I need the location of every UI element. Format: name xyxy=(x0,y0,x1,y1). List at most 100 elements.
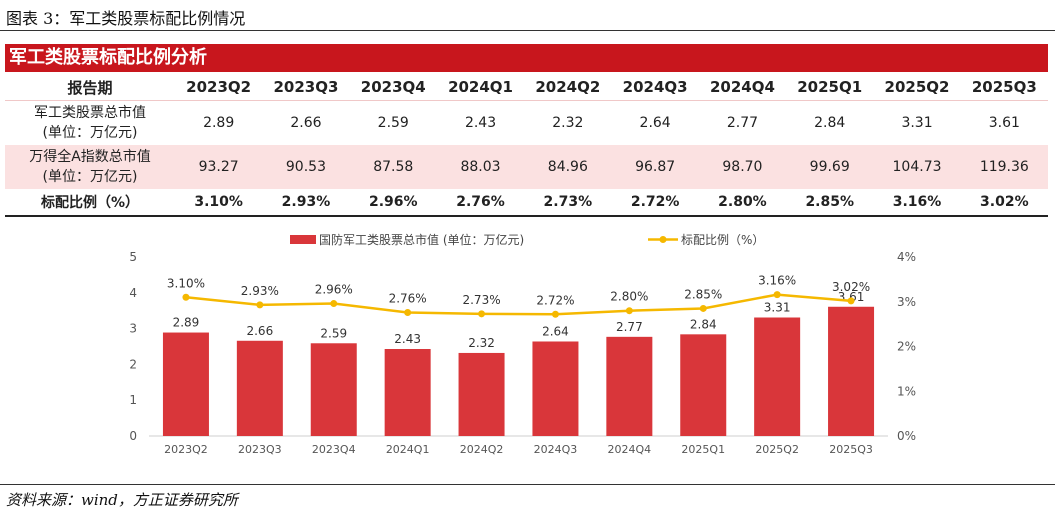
ratio-value-label: 2.80% xyxy=(610,290,648,304)
bar xyxy=(828,306,875,436)
bar xyxy=(458,352,505,436)
left-tick-label: 2 xyxy=(129,357,137,371)
right-tick-label: 2% xyxy=(897,340,916,354)
bar xyxy=(162,332,209,436)
left-tick-label: 4 xyxy=(129,286,137,300)
ratio-line xyxy=(185,293,852,316)
table-header-period: 2023Q4 xyxy=(349,74,437,101)
line-series xyxy=(182,291,855,318)
table-cell: 2.64 xyxy=(611,100,699,145)
table-cell: 93.27 xyxy=(175,145,263,189)
table-row-military-cap: 军工类股票总市值 (单位：万亿元) 2.89 2.66 2.59 2.43 2.… xyxy=(5,100,1048,145)
x-tick-label: 2023Q2 xyxy=(164,443,208,456)
bar-value-label: 2.66 xyxy=(246,324,273,338)
row-label: 军工类股票总市值 (单位：万亿元) xyxy=(5,100,175,145)
table-cell: 3.02% xyxy=(960,189,1048,217)
legend-bar-label: 国防军工类股票总市值 (单位：万亿元) xyxy=(319,232,524,247)
top-divider xyxy=(0,30,1055,31)
table-header-row: 报告期 2023Q2 2023Q3 2023Q4 2024Q1 2024Q2 2… xyxy=(5,74,1048,101)
table-header-period: 2025Q2 xyxy=(873,74,961,101)
x-tick-label: 2023Q3 xyxy=(238,443,282,456)
x-tick-labels: 2023Q2 2023Q3 2023Q4 2024Q1 2024Q2 2024Q3 2024… xyxy=(164,443,873,456)
table-cell: 2.32 xyxy=(524,100,612,145)
legend-line-label: 标配比例（%） xyxy=(681,233,764,247)
table-header-period: 2024Q4 xyxy=(698,74,787,101)
table-cell: 2.77 xyxy=(698,100,787,145)
table-header-period: 2024Q3 xyxy=(611,74,699,101)
left-tick-label: 1 xyxy=(129,393,137,407)
x-tick-label: 2025Q2 xyxy=(755,443,799,456)
ratio-point xyxy=(551,310,559,318)
table-cell: 2.80% xyxy=(698,189,787,217)
table-cell: 119.36 xyxy=(960,145,1048,189)
table-cell: 99.69 xyxy=(786,145,874,189)
x-tick-label: 2025Q3 xyxy=(829,443,873,456)
table-cell: 2.59 xyxy=(349,100,437,145)
table-header-period: 2025Q3 xyxy=(960,74,1048,101)
row-label-line2: (单位：万亿元) xyxy=(42,169,138,185)
table-cell: 96.87 xyxy=(611,145,699,189)
table-cell: 2.73% xyxy=(524,189,612,217)
table-cell: 2.84 xyxy=(786,100,874,145)
bar-data-labels: 2.892.66 2.59 2.43 2.322.64 2.77 2.843.313.61 xyxy=(173,290,865,350)
ratio-point xyxy=(773,291,781,299)
left-tick-label: 5 xyxy=(129,250,137,264)
x-tick-label: 2023Q4 xyxy=(312,443,356,456)
bar xyxy=(236,340,283,436)
chart-svg: 国防军工类股票总市值 (单位：万亿元) 标配比例（%） 0 1 2 3 4 5 0% 1% 2… xyxy=(129,232,916,456)
table-cell: 2.43 xyxy=(436,100,525,145)
bar xyxy=(532,341,579,436)
table-cell: 3.10% xyxy=(175,189,263,217)
bar-value-label: 2.43 xyxy=(394,332,421,346)
bar xyxy=(680,334,727,436)
data-table: 报告期 2023Q2 2023Q3 2023Q4 2024Q1 2024Q2 2… xyxy=(5,74,1048,217)
line-data-labels: 3.10% 2.93% 2.96% 2.76% 2.73% 2.72% 2.80% 2.85%… xyxy=(167,274,870,308)
row-label: 万得全A指数总市值 (单位：万亿元) xyxy=(5,145,175,189)
table-cell: 87.58 xyxy=(349,145,437,189)
bar-value-label: 2.84 xyxy=(690,317,717,331)
bar-series xyxy=(162,306,875,436)
table-cell: 90.53 xyxy=(262,145,350,189)
row-label-line1: 万得全A指数总市值 xyxy=(29,149,151,165)
ratio-value-label: 3.02% xyxy=(832,280,870,294)
row-label-line1: 军工类股票总市值 xyxy=(34,105,146,121)
combo-chart: 国防军工类股票总市值 (单位：万亿元) 标配比例（%） 0 1 2 3 4 5 0% 1% 2… xyxy=(5,215,1048,475)
chart-legend: 国防军工类股票总市值 (单位：万亿元) 标配比例（%） xyxy=(290,232,764,247)
bottom-divider xyxy=(0,484,1055,485)
table-cell: 2.93% xyxy=(262,189,350,217)
table-cell: 104.73 xyxy=(873,145,961,189)
table-cell: 2.89 xyxy=(175,100,263,145)
right-tick-label: 4% xyxy=(897,250,916,264)
bar xyxy=(310,343,357,436)
table-header-period: 2024Q2 xyxy=(524,74,612,101)
table-cell: 2.66 xyxy=(262,100,350,145)
ratio-value-label: 2.76% xyxy=(389,291,427,305)
figure-caption: 图表 3：军工类股票标配比例情况 xyxy=(6,9,246,28)
table-row-ratio: 标配比例（%） 3.10% 2.93% 2.96% 2.76% 2.73% 2.… xyxy=(5,189,1048,217)
table-cell: 2.76% xyxy=(436,189,525,217)
table-header-period: 2023Q3 xyxy=(262,74,350,101)
x-tick-label: 2025Q1 xyxy=(681,443,725,456)
ratio-point xyxy=(699,304,707,312)
right-tick-label: 3% xyxy=(897,295,916,309)
table-header-label: 报告期 xyxy=(5,74,175,101)
x-tick-label: 2024Q3 xyxy=(534,443,578,456)
bar-value-label: 2.64 xyxy=(542,324,569,338)
x-tick-label: 2024Q4 xyxy=(608,443,652,456)
table-header-period: 2025Q1 xyxy=(786,74,874,101)
table-header-period: 2024Q1 xyxy=(436,74,525,101)
ratio-value-label: 3.10% xyxy=(167,276,205,290)
table-row-wind-a-cap: 万得全A指数总市值 (单位：万亿元) 93.27 90.53 87.58 88.… xyxy=(5,145,1048,189)
ratio-value-label: 2.96% xyxy=(315,283,353,297)
ratio-point xyxy=(847,297,855,305)
bar xyxy=(606,336,653,436)
right-tick-label: 1% xyxy=(897,384,916,398)
ratio-value-label: 2.85% xyxy=(684,287,722,301)
bar xyxy=(384,349,431,436)
left-tick-label: 0 xyxy=(129,429,137,443)
right-tick-label: 0% xyxy=(897,429,916,443)
table-cell: 2.72% xyxy=(611,189,699,217)
left-tick-label: 3 xyxy=(129,322,137,336)
row-label-line2: (单位：万亿元) xyxy=(42,125,138,141)
table-cell: 3.16% xyxy=(873,189,961,217)
